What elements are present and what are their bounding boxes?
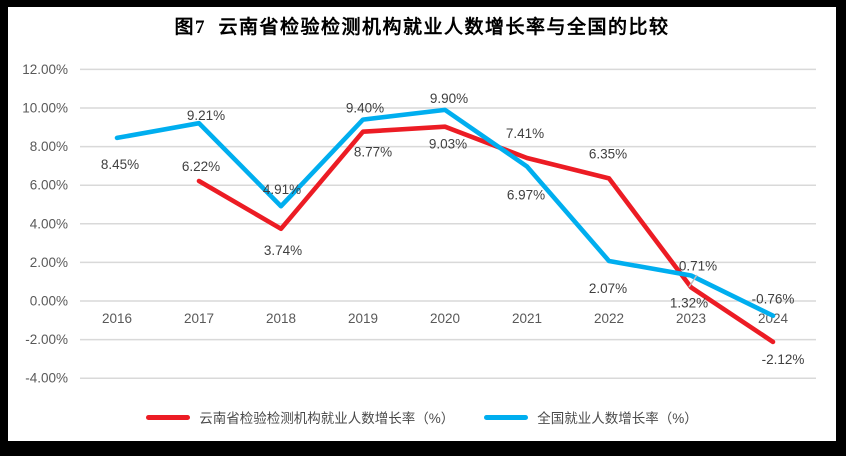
x-axis-tick-label: 2024 [758,311,789,326]
legend-item-yunnan: 云南省检验检测机构就业人数增长率（%） [146,407,454,427]
plot-area: 12.00% 10.00% 8.00% 6.00% 4.00% 2.00% 0.00% -2.… [22,62,816,386]
legend-item-national: 全国就业人数增长率（%） [484,407,698,427]
x-axis-tick-label: 2020 [430,311,460,326]
x-axis-tick-label: 2023 [676,311,706,326]
y-axis-tick-label: 12.00% [22,62,68,77]
data-label: 3.74% [264,243,302,258]
y-axis-tick-label: 10.00% [22,101,68,116]
x-axis-tick-label: 2017 [184,311,214,326]
y-axis-tick-label: -4.00% [25,371,68,386]
data-label: 6.35% [589,146,627,161]
series-line-1 [114,107,776,319]
y-axis-tick-label: 6.00% [30,178,68,193]
data-label: 9.40% [346,101,384,116]
legend-label-yunnan: 云南省检验检测机构就业人数增长率（%） [199,411,455,426]
y-axis-tick-label: 8.00% [30,139,68,154]
legend-swatch-national [484,414,529,420]
series-line-0 [196,124,776,345]
data-label: 6.22% [182,159,220,174]
data-label: -0.76% [752,292,795,307]
data-label: 4.91% [263,182,301,197]
data-label: 0.71% [679,258,717,273]
legend: 云南省检验检测机构就业人数增长率（%） 全国就业人数增长率（%） [8,407,836,427]
y-axis-tick-label: 2.00% [30,255,68,270]
x-axis-tick-label: 2019 [348,311,378,326]
data-label: 7.41% [506,126,544,141]
label-leader-line [688,274,698,288]
x-axis-tick-label: 2022 [594,311,624,326]
x-axis-tick-label: 2016 [102,311,132,326]
data-label: 8.77% [354,145,392,160]
x-axis-tick-label: 2021 [512,311,542,326]
chart: 图7 云南省检验检测机构就业人数增长率与全国的比较 12.00% 10.00% 8.… [8,7,836,441]
y-axis-tick-label: -2.00% [25,332,68,347]
data-label: 2.07% [589,281,627,296]
x-axis-tick-label: 2018 [266,311,296,326]
legend-swatch-yunnan [146,414,191,420]
data-label: -2.12% [762,352,805,367]
y-axis-tick-label: 4.00% [30,216,68,231]
legend-label-national: 全国就业人数增长率（%） [537,411,698,426]
data-label: 9.90% [430,91,468,106]
data-label: 8.45% [101,157,139,172]
data-label: 6.97% [507,187,545,202]
data-label: 1.32% [670,296,708,311]
y-axis-tick-label: 0.00% [30,294,68,309]
data-label: 9.03% [429,137,467,152]
data-label: 9.21% [187,108,225,123]
chart-title: 图7 云南省检验检测机构就业人数增长率与全国的比较 [174,17,670,38]
